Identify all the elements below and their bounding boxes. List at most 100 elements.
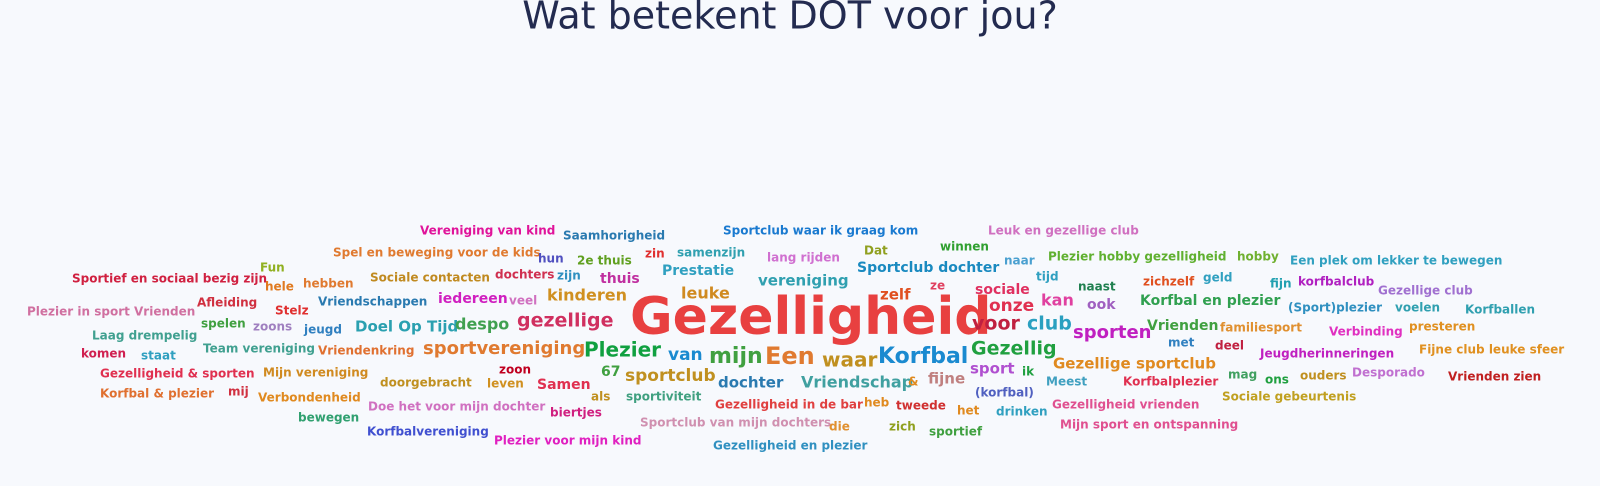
word: 2e thuis — [577, 254, 632, 268]
word: Gezelligheid vrienden — [1052, 398, 1199, 412]
word: Mijn vereniging — [263, 366, 368, 380]
word: Gezellige sportclub — [1053, 355, 1216, 373]
word: mij — [228, 385, 249, 399]
word: zichzelf — [1143, 275, 1195, 289]
word: Plezier hobby gezelligheid — [1048, 250, 1227, 264]
word: ook — [1087, 297, 1116, 313]
word: van — [668, 345, 703, 365]
word: Fun — [260, 261, 285, 275]
word: Saamhorigheid — [563, 229, 665, 243]
word: Gezellig — [971, 338, 1057, 360]
word: Plezier in sport Vrienden — [27, 305, 195, 319]
word: tijd — [1036, 270, 1059, 284]
word: hun — [538, 252, 564, 266]
word: Sportclub waar ik graag kom — [723, 224, 918, 238]
word: Gezelligheid in de bar — [715, 398, 863, 412]
word: Vrienden — [1147, 318, 1218, 334]
word: biertjes — [550, 406, 602, 420]
word: fijne — [928, 370, 965, 388]
word: met — [1168, 336, 1195, 350]
word: gezellige — [517, 310, 613, 332]
word: iedereen — [438, 291, 508, 307]
word: korfbalclub — [1298, 275, 1375, 289]
word: Meest — [1046, 375, 1087, 389]
word: veel — [509, 294, 537, 308]
word: spelen — [201, 317, 246, 331]
word: het — [957, 404, 980, 418]
word: despo — [455, 315, 509, 334]
word: heb — [864, 396, 890, 410]
word: club — [1027, 313, 1072, 335]
word: Gezellige club — [1378, 284, 1473, 298]
word: Dat — [864, 244, 888, 258]
word: dochter — [718, 374, 784, 392]
word: zoon — [499, 363, 531, 377]
word: Korfbalplezier — [1123, 375, 1218, 389]
word: leuke — [681, 284, 730, 303]
word: onze — [989, 296, 1034, 316]
word: Vriendschappen — [318, 295, 427, 309]
word: familiesport — [1220, 321, 1302, 335]
word: Sociale contacten — [370, 271, 490, 285]
word: Gezelligheid & sporten — [100, 367, 255, 381]
word: thuis — [600, 271, 640, 287]
word: Jeugdherinneringen — [1259, 347, 1394, 361]
word: Doe het voor mijn dochter — [368, 400, 545, 414]
word: staat — [141, 349, 176, 363]
word: doorgebracht — [380, 376, 472, 390]
word: Plezier voor mijn kind — [494, 434, 641, 448]
word: Korfbal & plezier — [100, 387, 214, 401]
word: Verbondenheid — [258, 391, 361, 405]
word: Verbinding — [1329, 325, 1403, 339]
word: kan — [1041, 291, 1074, 310]
title: Wat betekent DOT voor jou? — [522, 0, 1058, 38]
word: Een plek om lekker te bewegen — [1290, 254, 1502, 268]
word: Stelz — [275, 304, 309, 318]
word: Fijne club leuke sfeer — [1419, 343, 1564, 357]
word: mag — [1228, 368, 1257, 382]
word: zelf — [880, 286, 911, 304]
word: waar — [822, 348, 877, 372]
word: sportiviteit — [626, 390, 702, 404]
word: mijn — [709, 344, 763, 369]
word: Sportief en sociaal bezig zijn — [72, 272, 267, 286]
word: Vrienden zien — [1448, 370, 1541, 384]
word: Laag drempelig — [92, 329, 197, 343]
word: Leuk en gezellige club — [988, 224, 1139, 238]
word: Desporado — [1352, 366, 1425, 380]
word: voelen — [1395, 301, 1440, 315]
word: ze — [930, 279, 945, 293]
word: Vriendschap — [801, 373, 913, 392]
word: geld — [1203, 271, 1232, 285]
word: Korfbalvereniging — [367, 425, 489, 439]
word: naar — [1004, 254, 1035, 268]
word: deel — [1215, 339, 1244, 353]
word: sportief — [929, 425, 983, 439]
word: Sociale gebeurtenis — [1222, 390, 1356, 404]
word: Afleiding — [197, 296, 257, 310]
word: fijn — [1270, 277, 1292, 291]
word: sport — [970, 360, 1015, 378]
word: jeugd — [303, 323, 342, 337]
word: (korfbal) — [975, 386, 1034, 400]
word: Spel en beweging voor de kids — [333, 246, 541, 260]
word: Team vereniging — [203, 342, 315, 356]
word: ouders — [1300, 369, 1347, 383]
word: zoons — [253, 320, 292, 334]
word: Vereniging van kind — [420, 224, 555, 238]
word: die — [829, 420, 850, 434]
word: Een — [765, 342, 815, 370]
word: dochters — [495, 268, 554, 282]
word: sportvereniging — [423, 338, 585, 359]
word: Plezier — [584, 338, 661, 362]
word: bewegen — [298, 411, 359, 425]
word: (Sport)plezier — [1288, 301, 1382, 315]
word: Samen — [537, 377, 591, 393]
word: Vriendenkring — [318, 344, 414, 358]
word: drinken — [996, 405, 1048, 419]
word: Sportclub dochter — [857, 260, 999, 276]
word: hele — [265, 280, 294, 294]
word: & — [908, 375, 918, 389]
